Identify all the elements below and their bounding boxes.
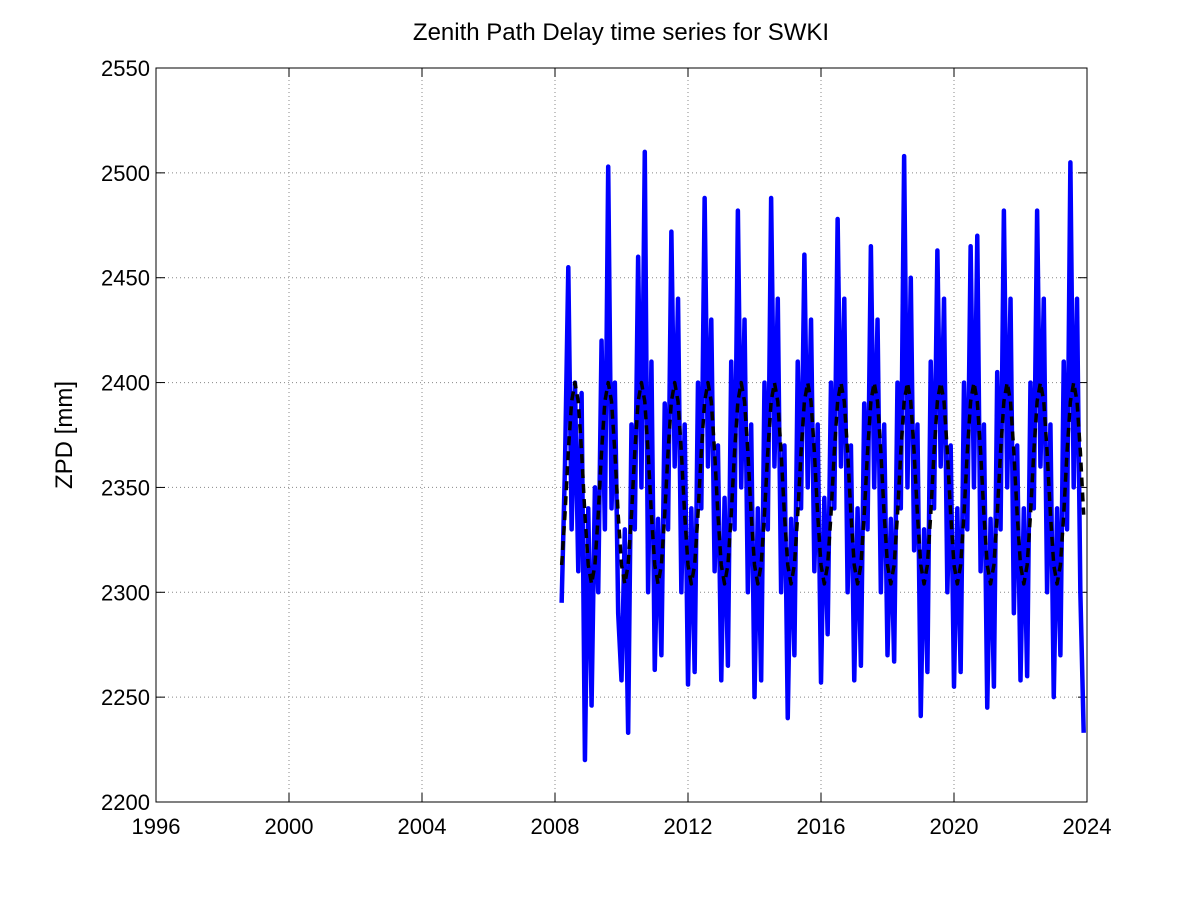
x-tick-label: 2012 <box>664 814 713 839</box>
y-tick-label: 2400 <box>101 371 150 396</box>
y-axis-label: ZPD [mm] <box>51 381 78 489</box>
chart-title: Zenith Path Delay time series for SWKI <box>413 19 829 46</box>
x-tick-label: 2004 <box>398 814 447 839</box>
x-tick-label: 1996 <box>132 814 181 839</box>
y-tick-label: 2550 <box>101 56 150 81</box>
y-tick-label: 2500 <box>101 161 150 186</box>
series-line <box>559 149 1086 763</box>
y-tick-label: 2350 <box>101 475 150 500</box>
x-tick-label: 2020 <box>930 814 979 839</box>
y-tick-label: 2450 <box>101 266 150 291</box>
plot-frame <box>155 67 1088 803</box>
x-tick-label: 2000 <box>265 814 314 839</box>
x-tick-label: 2024 <box>1063 814 1112 839</box>
y-tick-label: 2200 <box>101 790 150 815</box>
y-tick-label: 2250 <box>101 685 150 710</box>
series-line <box>559 380 1086 586</box>
x-tick-label: 2008 <box>531 814 580 839</box>
y-tick-label: 2300 <box>101 580 150 605</box>
x-tick-label: 2016 <box>797 814 846 839</box>
